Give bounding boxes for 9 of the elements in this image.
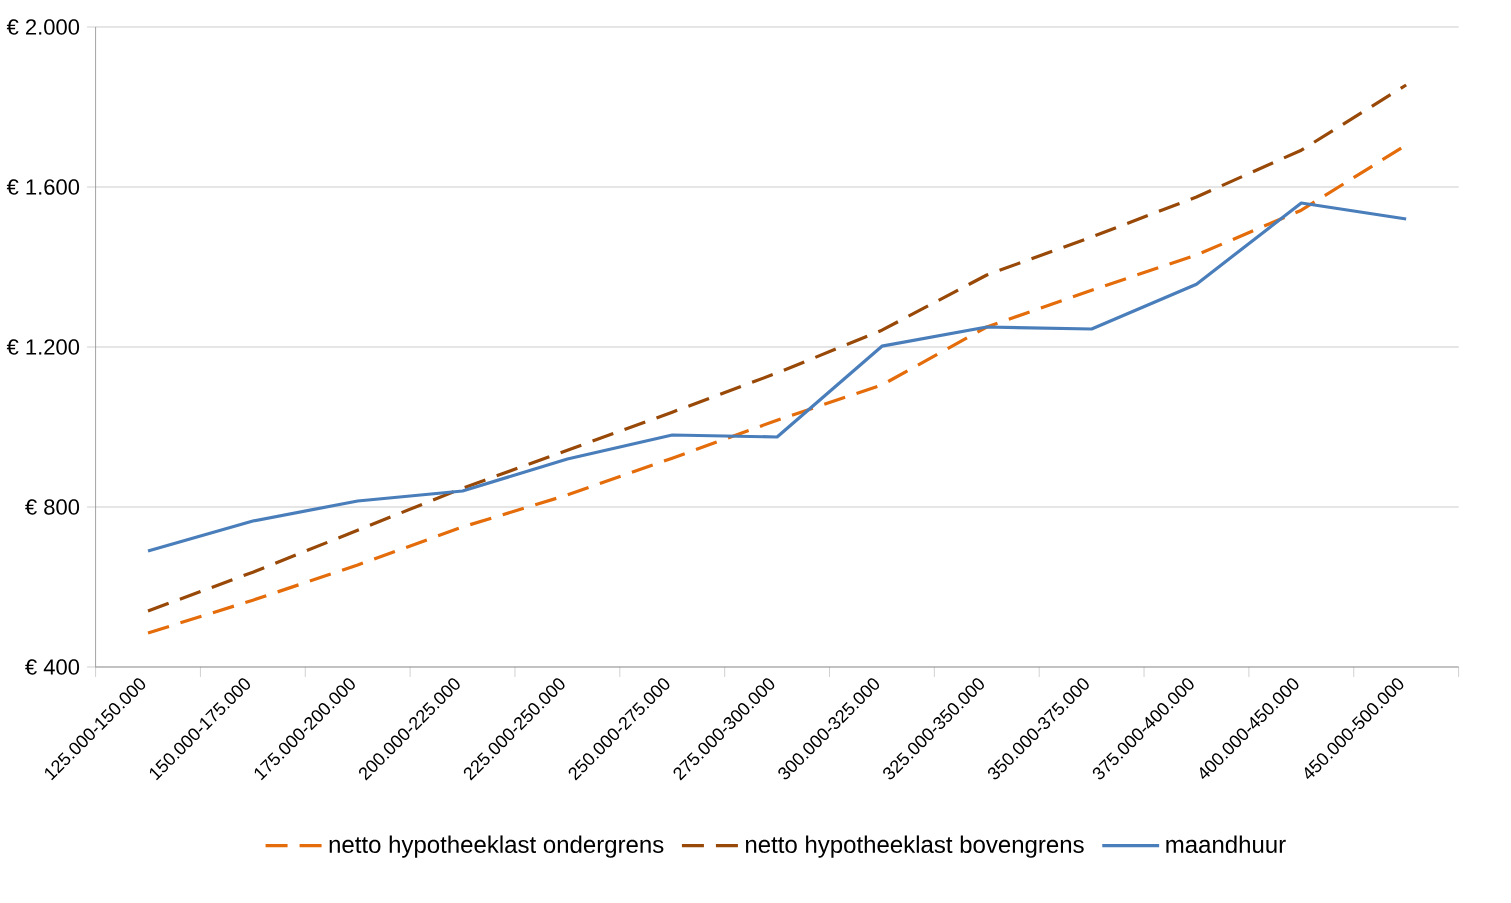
y-tick-label: € 2.000 xyxy=(6,19,80,35)
legend-label: maandhuur xyxy=(1166,835,1286,853)
y-tick-label: € 1.200 xyxy=(6,339,80,355)
y-tick-label: € 1.600 xyxy=(6,179,80,195)
line-series xyxy=(146,201,1408,553)
legend-label: netto hypotheeklast ondergrens xyxy=(329,835,664,858)
y-tick-label: € 400 xyxy=(25,659,80,675)
y-tick-label: € 800 xyxy=(25,499,80,515)
legend-label: netto hypotheeklast bovengrens xyxy=(746,835,1084,858)
